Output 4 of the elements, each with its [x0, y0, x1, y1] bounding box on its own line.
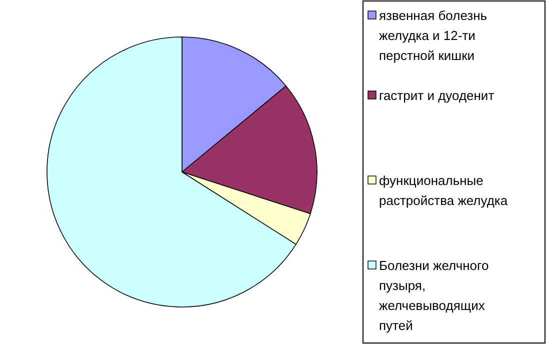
legend-label: функциональные растройства желудка — [379, 173, 508, 208]
legend-label: Болезни желчного пузыря, желчевыводящих путей — [379, 258, 489, 333]
legend-label: язвенная болезнь желудка и 12-ти перстной кишки — [379, 8, 488, 63]
legend-label: гастрит и дуоденит — [379, 88, 494, 103]
